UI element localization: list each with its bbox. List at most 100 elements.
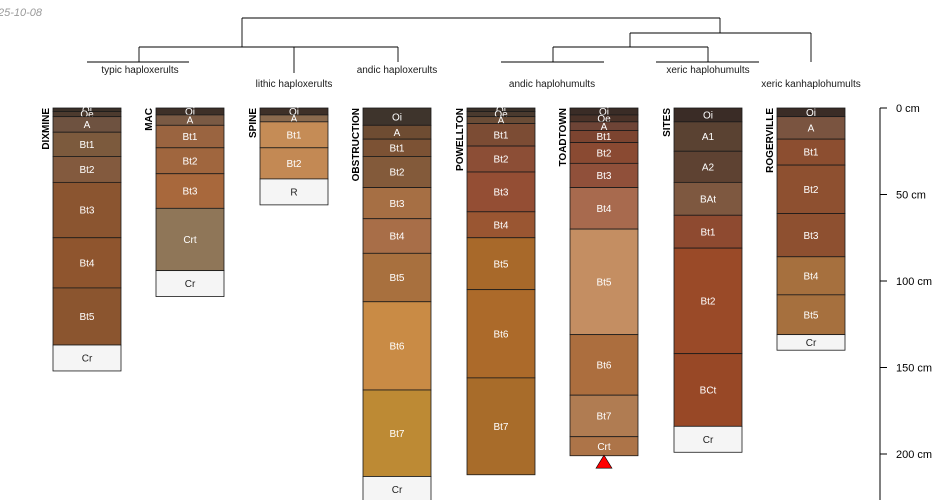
horizon-label: BAt (700, 194, 716, 205)
horizon-label: A (394, 128, 401, 139)
horizon-label: A (291, 114, 298, 125)
horizon-bt4 (776, 256, 846, 296)
horizon-label: Bt5 (493, 259, 508, 270)
horizon-crt (155, 207, 225, 272)
horizon-label: Bt4 (596, 204, 611, 215)
horizon-label: Bt1 (286, 130, 301, 141)
dendrogram-label-xeric-haplohumults: xeric haplohumults (666, 65, 749, 76)
profile-id: OBSTRUCTION (351, 108, 362, 181)
horizon-label: A (187, 116, 194, 127)
axis-tick-label: 200 cm (896, 449, 932, 461)
horizon-label: R (290, 188, 297, 199)
horizon-label: Oi (185, 107, 195, 118)
horizon-bt3 (776, 213, 846, 258)
horizon-r (259, 178, 329, 206)
horizon-label: Cr (703, 435, 714, 446)
profile-id: POWELLTON (455, 108, 466, 171)
profile-id: DIXMINE (41, 108, 52, 150)
horizon-bt1 (776, 138, 846, 166)
horizon-label: Oe (80, 110, 94, 121)
profile-id: MAC (144, 108, 155, 131)
horizon-bt2 (362, 156, 432, 188)
horizon-label: Bt2 (389, 168, 404, 179)
horizon-label: Bt4 (493, 220, 508, 231)
horizon-label: Bt3 (79, 206, 94, 217)
profile-mac: OiA Bt1 Bt2 Bt3 Crt Cr MAC (144, 107, 225, 297)
horizon-bt5 (362, 252, 432, 303)
horizon-bt6 (569, 334, 639, 396)
horizon-label: Bt2 (493, 155, 508, 166)
profile-obstruction: Oi A Bt1 Bt2 Bt3 Bt4 Bt5 Bt6 Bt7 Cr OBSTRUCTION (351, 107, 432, 500)
horizon-cr (776, 334, 846, 351)
dendrogram-label-lithic-haploxerults: lithic haploxerults (256, 79, 333, 90)
horizon-bt3 (569, 162, 639, 188)
horizon-label: Crt (183, 235, 197, 246)
horizon-label: Bt6 (389, 341, 404, 352)
profile-sites: Oi A1 A2 BAt Bt1 Bt2 BCt Cr SITES (662, 107, 743, 453)
horizon-bat (673, 181, 743, 216)
horizon-bt6 (362, 301, 432, 391)
horizon-label: Cr (185, 279, 196, 290)
horizon-label: Bt3 (803, 231, 818, 242)
horizon-label: Oi (599, 107, 609, 118)
horizon-label: Crt (597, 442, 611, 453)
horizon-bt7 (569, 394, 639, 438)
horizon-label: Bt7 (389, 429, 404, 440)
profile-id: ROGERVILLE (765, 108, 776, 173)
horizon-bt2 (155, 147, 225, 175)
horizon-label: Bt5 (79, 312, 94, 323)
axis-tick-label: 100 cm (896, 276, 932, 288)
horizon-label: Bt3 (389, 199, 404, 210)
horizon-label: A (84, 120, 91, 131)
horizon-bt7 (362, 389, 432, 477)
horizon-label: Bt4 (389, 232, 404, 243)
profile-id: TOADTOWN (558, 108, 569, 167)
horizon-label: Bt3 (493, 188, 508, 199)
horizon-bt3 (155, 173, 225, 209)
horizon-label: Bt1 (803, 148, 818, 159)
profile-spine: OiA Bt1 Bt2 R SPINE (248, 107, 329, 206)
axis-tick-label: 50 cm (896, 190, 926, 202)
horizon-label: Bt2 (286, 159, 301, 170)
profile-id: SPINE (248, 108, 259, 138)
horizon-label: Bt2 (803, 185, 818, 196)
horizon-label: Oi (289, 107, 299, 118)
horizon-bt5 (776, 294, 846, 336)
horizon-label: BCt (700, 386, 717, 397)
horizon-label: A2 (702, 162, 715, 173)
horizon-label: A (808, 123, 815, 134)
dendrogram-label-andic-haplohumults: andic haplohumults (509, 79, 595, 90)
horizon-label: Bt3 (182, 187, 197, 198)
horizon-label: Bt3 (596, 171, 611, 182)
horizon-cr (52, 344, 122, 372)
horizon-label: Oi (496, 105, 506, 116)
horizon-label: Bt1 (182, 132, 197, 143)
horizon-label: Bt2 (182, 156, 197, 167)
depth-axis: 0 cm 50 cm 100 cm 150 cm 200 cm (879, 103, 932, 500)
horizon-label: Cr (82, 354, 93, 365)
horizon-label: Cr (806, 338, 817, 349)
horizon-label: Cr (392, 485, 403, 496)
horizon-cr (362, 476, 432, 500)
horizon-label: A (601, 122, 608, 133)
horizon-bt1 (259, 121, 329, 149)
horizon-label: Bt2 (700, 296, 715, 307)
horizon-label: Bt7 (493, 422, 508, 433)
horizon-bt4 (362, 218, 432, 254)
horizon-bt2 (466, 145, 536, 173)
horizon-label: Bt1 (389, 143, 404, 154)
horizon-bt2 (52, 156, 122, 183)
horizon-bt7 (466, 377, 536, 476)
horizon-label: Bt1 (700, 227, 715, 238)
horizon-label: Bt6 (596, 361, 611, 372)
horizon-cr (155, 270, 225, 297)
horizon-bct (673, 353, 743, 427)
dendrogram: typic haploxerults lithic haploxerults and… (87, 17, 861, 90)
profile-rogerville: Oi A Bt1 Bt2 Bt3 Bt4 Bt5 Cr ROGERVILLE (765, 107, 846, 351)
horizon-label: Bt1 (79, 140, 94, 151)
horizon-a1 (673, 121, 743, 152)
